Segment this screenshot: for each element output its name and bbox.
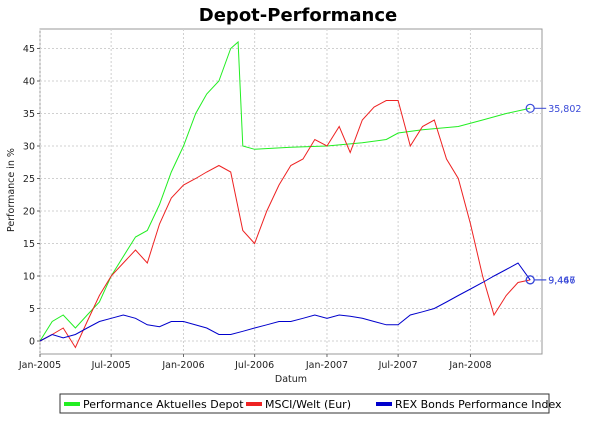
y-tick-label: 40 (23, 77, 35, 88)
chart-title: Depot-Performance (199, 5, 397, 26)
end-value-label: 9,446 (548, 275, 575, 286)
x-tick-label: Jan-2007 (305, 360, 348, 371)
x-tick-label: Jan-2008 (448, 360, 491, 371)
y-axis-label: Performance in % (6, 148, 17, 232)
end-marker-circle (525, 103, 535, 113)
legend-label: MSCI/Welt (Eur) (265, 398, 351, 411)
y-tick-label: 20 (23, 207, 35, 218)
y-tick-label: 10 (23, 272, 35, 283)
legend-swatch (246, 402, 262, 406)
x-axis-ticks: Jan-2005 Jul-2005 Jan-2006 Jul-2006 Jan-2007… (18, 354, 492, 371)
series-line-1 (39, 100, 531, 349)
y-tick-label: 5 (29, 304, 35, 315)
y-tick-label: 25 (23, 174, 35, 185)
y-axis-ticks: 0 5 10 15 20 25 30 35 40 45 (23, 44, 40, 348)
legend-label: REX Bonds Performance Index (395, 398, 562, 411)
x-axis-label: Datum (275, 374, 307, 385)
x-tick-label: Jul-2007 (378, 360, 418, 371)
series-line-0 (39, 40, 531, 342)
x-tick-label: Jul-2005 (91, 360, 131, 371)
y-tick-label: 35 (23, 109, 35, 120)
legend-swatch (64, 402, 80, 406)
end-marker-circle (525, 275, 535, 285)
series-line-2 (39, 262, 531, 342)
legend-box (59, 393, 550, 414)
end-value-label: 9,467 (548, 275, 575, 286)
x-tick-label: Jan-2005 (18, 360, 61, 371)
y-tick-label: 30 (23, 142, 35, 153)
legend-swatch (376, 402, 392, 406)
series-lines (39, 40, 531, 349)
x-tick-label: Jan-2006 (161, 360, 204, 371)
legend: Performance Aktuelles Depot MSCI/Welt (Eu… (59, 393, 562, 414)
y-tick-label: 15 (23, 239, 35, 250)
y-tick-label: 0 (29, 337, 35, 348)
plot-area (39, 28, 543, 355)
x-tick-label: Jul-2006 (234, 360, 274, 371)
legend-label: Performance Aktuelles Depot (83, 398, 244, 411)
y-tick-label: 45 (23, 44, 35, 55)
end-value-label: 35,802 (548, 104, 581, 115)
